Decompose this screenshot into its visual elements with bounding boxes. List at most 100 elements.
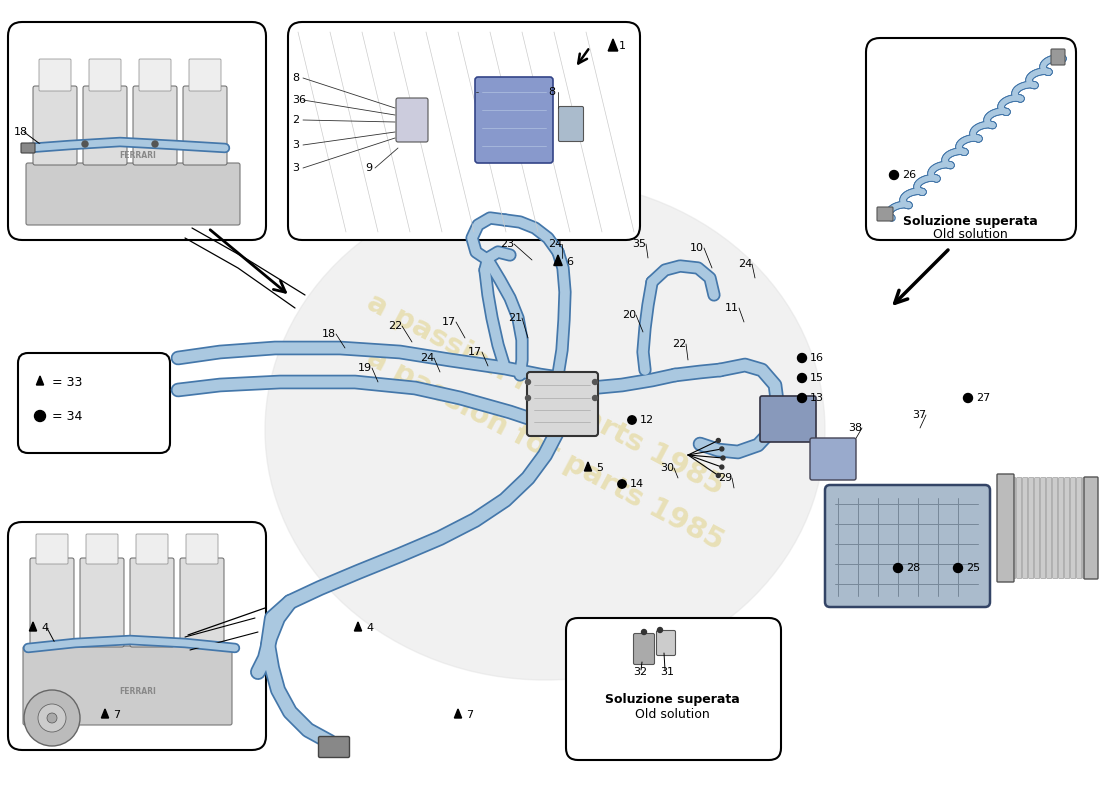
FancyBboxPatch shape bbox=[559, 106, 583, 142]
Text: 5: 5 bbox=[596, 463, 603, 473]
Circle shape bbox=[890, 170, 899, 179]
FancyBboxPatch shape bbox=[1065, 478, 1070, 578]
FancyBboxPatch shape bbox=[8, 22, 266, 240]
Text: 18: 18 bbox=[14, 127, 29, 137]
Circle shape bbox=[719, 447, 724, 451]
FancyBboxPatch shape bbox=[1041, 478, 1046, 578]
FancyBboxPatch shape bbox=[475, 77, 553, 163]
Circle shape bbox=[720, 456, 725, 460]
Text: 23: 23 bbox=[500, 239, 514, 249]
Circle shape bbox=[798, 354, 806, 362]
Circle shape bbox=[39, 704, 66, 732]
FancyBboxPatch shape bbox=[997, 474, 1014, 582]
FancyBboxPatch shape bbox=[634, 634, 654, 665]
Text: 17: 17 bbox=[468, 347, 482, 357]
FancyBboxPatch shape bbox=[527, 372, 598, 436]
Circle shape bbox=[716, 474, 720, 478]
Text: 27: 27 bbox=[976, 393, 990, 403]
Text: 4: 4 bbox=[366, 623, 373, 633]
FancyBboxPatch shape bbox=[288, 22, 640, 240]
FancyBboxPatch shape bbox=[80, 558, 124, 647]
Text: 31: 31 bbox=[660, 667, 674, 677]
FancyBboxPatch shape bbox=[1082, 478, 1088, 578]
Polygon shape bbox=[354, 622, 362, 631]
Text: = 33: = 33 bbox=[52, 375, 82, 389]
Text: 37: 37 bbox=[912, 410, 926, 420]
FancyBboxPatch shape bbox=[21, 143, 35, 153]
Polygon shape bbox=[101, 709, 109, 718]
Circle shape bbox=[47, 713, 57, 723]
Circle shape bbox=[716, 438, 720, 442]
FancyBboxPatch shape bbox=[1023, 478, 1027, 578]
Text: 7: 7 bbox=[113, 710, 120, 720]
FancyBboxPatch shape bbox=[86, 534, 118, 564]
Text: 8: 8 bbox=[548, 87, 556, 97]
FancyBboxPatch shape bbox=[36, 534, 68, 564]
Text: Old solution: Old solution bbox=[933, 227, 1008, 241]
Ellipse shape bbox=[265, 180, 825, 680]
Text: 26: 26 bbox=[902, 170, 916, 180]
Text: 3: 3 bbox=[292, 163, 299, 173]
Polygon shape bbox=[36, 376, 44, 385]
Circle shape bbox=[593, 379, 597, 385]
Circle shape bbox=[798, 374, 806, 382]
FancyBboxPatch shape bbox=[33, 86, 77, 165]
FancyBboxPatch shape bbox=[1050, 49, 1065, 65]
Circle shape bbox=[798, 394, 806, 402]
Text: 35: 35 bbox=[632, 239, 646, 249]
FancyBboxPatch shape bbox=[8, 522, 266, 750]
FancyBboxPatch shape bbox=[189, 59, 221, 91]
Text: a passion for parts 1985: a passion for parts 1985 bbox=[362, 344, 728, 556]
Polygon shape bbox=[30, 622, 36, 631]
Text: Old solution: Old solution bbox=[635, 707, 710, 721]
Text: 1: 1 bbox=[619, 41, 626, 51]
Text: 14: 14 bbox=[630, 479, 645, 489]
FancyBboxPatch shape bbox=[30, 558, 74, 647]
FancyBboxPatch shape bbox=[760, 396, 816, 442]
Circle shape bbox=[526, 379, 530, 385]
FancyBboxPatch shape bbox=[1047, 478, 1052, 578]
Text: a passion for parts 1985: a passion for parts 1985 bbox=[362, 289, 728, 502]
FancyBboxPatch shape bbox=[1035, 478, 1040, 578]
Text: 24: 24 bbox=[548, 239, 562, 249]
Text: 2: 2 bbox=[292, 115, 299, 125]
FancyBboxPatch shape bbox=[1004, 478, 1010, 578]
FancyBboxPatch shape bbox=[136, 534, 168, 564]
Circle shape bbox=[628, 416, 636, 424]
Text: 24: 24 bbox=[420, 353, 434, 363]
Text: 10: 10 bbox=[690, 243, 704, 253]
Text: FERRARI: FERRARI bbox=[120, 150, 156, 159]
FancyBboxPatch shape bbox=[139, 59, 170, 91]
FancyBboxPatch shape bbox=[1016, 478, 1022, 578]
Circle shape bbox=[593, 395, 597, 401]
Text: 25: 25 bbox=[966, 563, 980, 573]
FancyBboxPatch shape bbox=[1084, 477, 1098, 579]
FancyBboxPatch shape bbox=[180, 558, 224, 647]
FancyBboxPatch shape bbox=[825, 485, 990, 607]
Text: 13: 13 bbox=[810, 393, 824, 403]
FancyBboxPatch shape bbox=[1058, 478, 1064, 578]
Circle shape bbox=[954, 563, 962, 573]
Text: 24: 24 bbox=[738, 259, 752, 269]
FancyBboxPatch shape bbox=[1011, 478, 1015, 578]
FancyBboxPatch shape bbox=[1077, 478, 1081, 578]
FancyBboxPatch shape bbox=[82, 86, 126, 165]
Text: 19: 19 bbox=[358, 363, 372, 373]
Text: 7: 7 bbox=[466, 710, 473, 720]
FancyBboxPatch shape bbox=[657, 630, 675, 655]
Text: 28: 28 bbox=[906, 563, 921, 573]
FancyBboxPatch shape bbox=[877, 207, 893, 221]
FancyBboxPatch shape bbox=[18, 353, 170, 453]
Text: 15: 15 bbox=[810, 373, 824, 383]
Text: 21: 21 bbox=[508, 313, 522, 323]
FancyBboxPatch shape bbox=[1053, 478, 1058, 578]
Circle shape bbox=[641, 630, 647, 634]
Text: 22: 22 bbox=[672, 339, 686, 349]
FancyBboxPatch shape bbox=[183, 86, 227, 165]
FancyBboxPatch shape bbox=[39, 59, 72, 91]
Text: 18: 18 bbox=[322, 329, 337, 339]
FancyBboxPatch shape bbox=[566, 618, 781, 760]
Polygon shape bbox=[608, 39, 618, 51]
Text: 3: 3 bbox=[292, 140, 299, 150]
Text: 9: 9 bbox=[365, 163, 372, 173]
